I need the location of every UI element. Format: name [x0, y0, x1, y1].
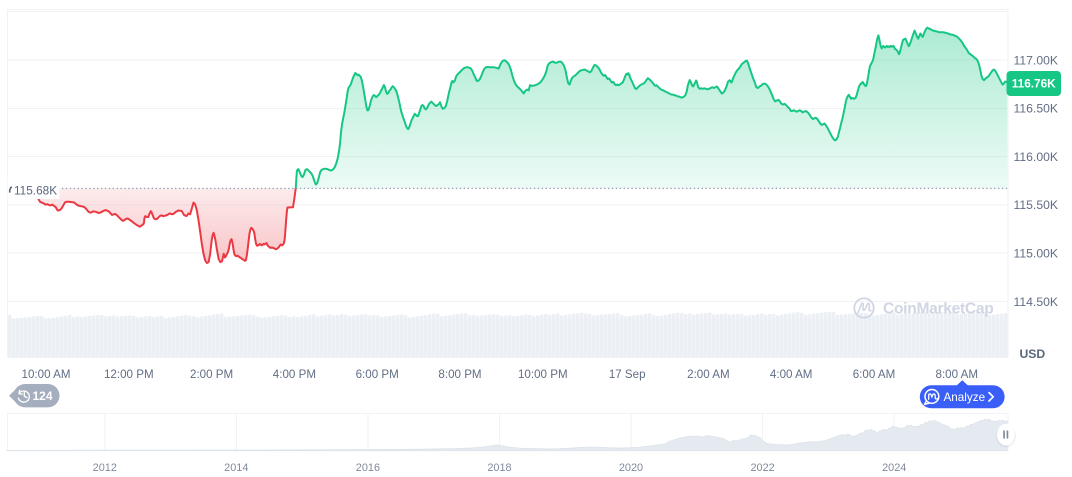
svg-text:2012: 2012 [93, 462, 117, 474]
svg-text:2016: 2016 [356, 462, 380, 474]
svg-text:116.76K: 116.76K [1012, 77, 1056, 91]
svg-text:4:00 AM: 4:00 AM [770, 368, 813, 381]
svg-text:115.68K: 115.68K [14, 183, 57, 197]
svg-text:8:00 AM: 8:00 AM [936, 368, 979, 381]
svg-text:6:00 PM: 6:00 PM [356, 368, 399, 381]
svg-text:12:00 PM: 12:00 PM [104, 368, 154, 381]
svg-text:2:00 AM: 2:00 AM [687, 368, 730, 381]
svg-text:115.50K: 115.50K [1014, 198, 1059, 212]
svg-text:115.00K: 115.00K [1014, 247, 1059, 261]
svg-text:116.50K: 116.50K [1014, 102, 1059, 116]
svg-text:Analyze: Analyze [944, 391, 986, 404]
svg-text:2014: 2014 [224, 462, 248, 474]
svg-text:117.00K: 117.00K [1014, 53, 1059, 67]
svg-text:114.50K: 114.50K [1014, 295, 1059, 309]
svg-text:4:00 PM: 4:00 PM [273, 368, 316, 381]
svg-text:USD: USD [1020, 347, 1046, 361]
svg-text:8:00 PM: 8:00 PM [438, 368, 481, 381]
svg-text:2:00 PM: 2:00 PM [190, 368, 233, 381]
svg-text:10:00 PM: 10:00 PM [518, 368, 568, 381]
svg-text:CoinMarketCap: CoinMarketCap [883, 301, 993, 318]
svg-text:124: 124 [33, 389, 53, 403]
svg-text:2020: 2020 [619, 462, 643, 474]
svg-text:6:00 AM: 6:00 AM [853, 368, 896, 381]
svg-text:2024: 2024 [882, 462, 906, 474]
svg-text:116.00K: 116.00K [1014, 150, 1059, 164]
svg-text:2018: 2018 [487, 462, 511, 474]
svg-text:17 Sep: 17 Sep [609, 368, 646, 381]
svg-text:10:00 AM: 10:00 AM [22, 368, 71, 381]
svg-text:2022: 2022 [750, 462, 774, 474]
